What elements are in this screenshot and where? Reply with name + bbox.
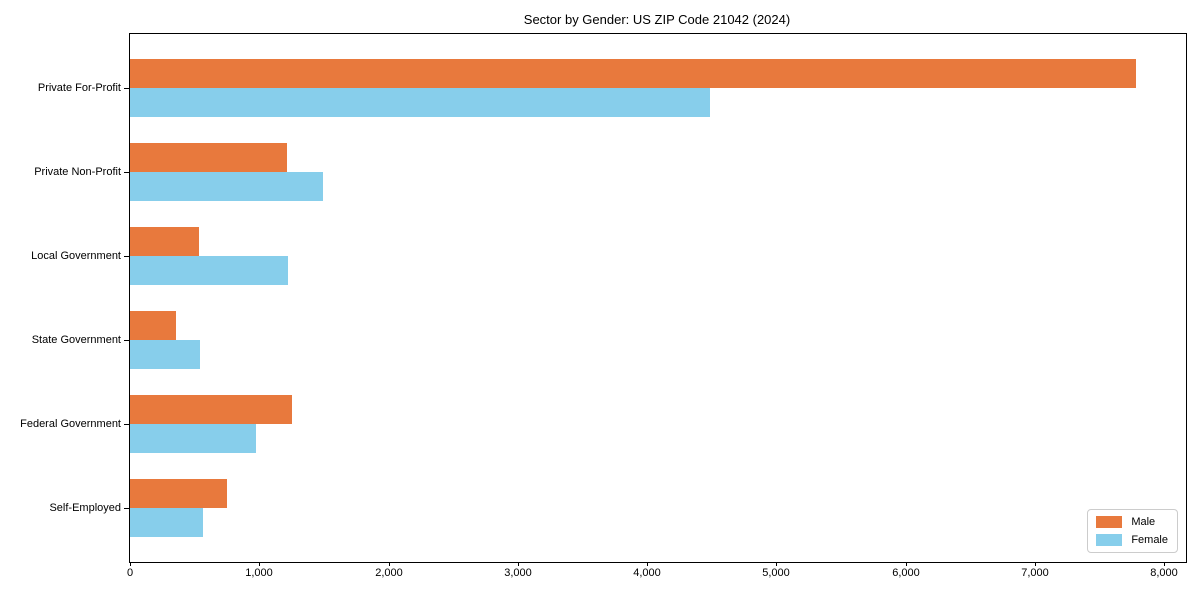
x-tick-label: 4,000 — [633, 567, 661, 579]
x-tick-mark — [1164, 562, 1165, 566]
y-tick-mark — [124, 88, 129, 89]
legend-item-male: Male — [1096, 516, 1168, 528]
x-tick-mark — [259, 562, 260, 566]
y-tick-mark — [124, 340, 129, 341]
x-tick-label: 3,000 — [504, 567, 532, 579]
bar-male-1 — [130, 143, 287, 172]
x-tick-mark — [130, 562, 131, 566]
x-tick-mark — [1035, 562, 1036, 566]
legend-swatch-male-icon — [1096, 516, 1123, 528]
x-tick-mark — [906, 562, 907, 566]
chart-title: Sector by Gender: US ZIP Code 21042 (202… — [523, 12, 791, 27]
bar-female-4 — [130, 424, 256, 453]
bar-male-4 — [130, 395, 292, 424]
y-tick-mark — [124, 172, 129, 173]
x-tick-label: 2,000 — [375, 567, 403, 579]
legend-swatch-female-icon — [1096, 534, 1123, 546]
y-tick-label: Private Non-Profit — [34, 166, 121, 178]
y-tick-mark — [124, 508, 129, 509]
bar-female-1 — [130, 172, 323, 201]
x-tick-label: 6,000 — [892, 567, 920, 579]
bar-female-5 — [130, 508, 203, 537]
bar-female-3 — [130, 340, 200, 369]
x-tick-mark — [776, 562, 777, 566]
y-tick-label: Local Government — [31, 250, 121, 262]
y-tick-label: Federal Government — [20, 418, 121, 430]
x-tick-label: 1,000 — [245, 567, 273, 579]
y-tick-mark — [124, 256, 129, 257]
bar-male-5 — [130, 479, 227, 508]
legend-item-female: Female — [1096, 534, 1168, 546]
legend-label-female: Female — [1131, 534, 1168, 546]
x-tick-label: 5,000 — [762, 567, 790, 579]
plot-area: Male Female — [129, 33, 1187, 563]
bar-male-0 — [130, 59, 1136, 88]
x-tick-label: 0 — [126, 567, 134, 579]
y-tick-label: Private For-Profit — [37, 82, 121, 94]
y-tick-label: State Government — [31, 334, 121, 346]
bar-male-3 — [130, 311, 176, 340]
bar-female-2 — [130, 256, 288, 285]
y-tick-mark — [124, 424, 129, 425]
bar-female-0 — [130, 88, 710, 117]
x-tick-mark — [518, 562, 519, 566]
bar-male-2 — [130, 227, 199, 256]
x-tick-mark — [389, 562, 390, 566]
legend: Male Female — [1087, 509, 1178, 553]
legend-label-male: Male — [1131, 516, 1156, 528]
x-tick-label: 7,000 — [1021, 567, 1049, 579]
x-tick-mark — [647, 562, 648, 566]
x-tick-label: 8,000 — [1150, 567, 1178, 579]
y-tick-label: Self-Employed — [49, 502, 121, 514]
